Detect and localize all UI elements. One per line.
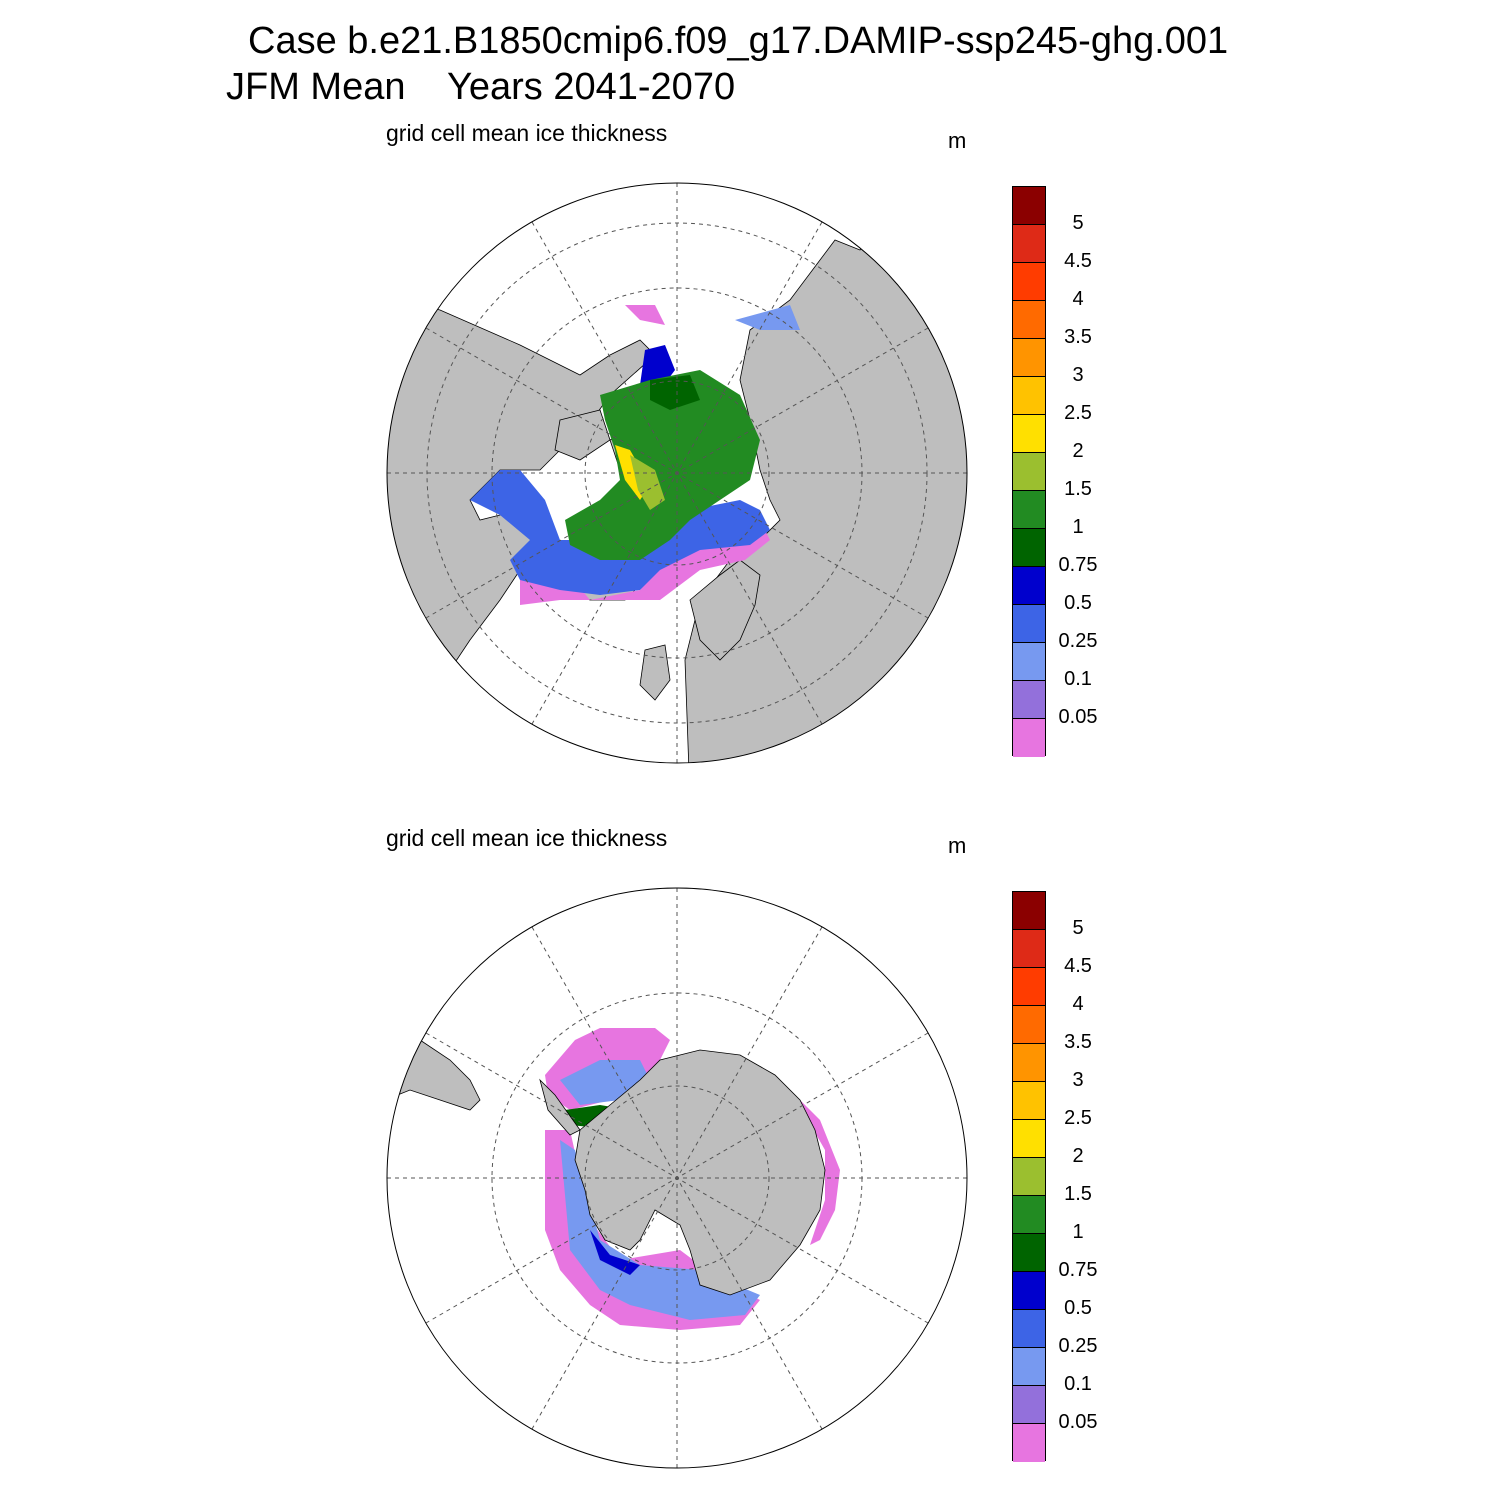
nh-colorbar-label: 4.5 [1064,250,1092,272]
nh-colorbar-box [1013,187,1045,225]
sh-colorbar-box [1013,1196,1045,1234]
nh-ice-thin-light-blue [735,305,800,330]
sh-colorbar-label: 3 [1072,1069,1084,1091]
sh-colorbar-label: 0.25 [1058,1335,1098,1357]
sh-colorbar-label: 2 [1072,1145,1084,1167]
nh-colorbar-box [1013,377,1045,415]
nh-colorbar-box [1013,681,1045,719]
sh-colorbar-label: 1 [1072,1221,1084,1243]
sh-colorbar-box [1013,1272,1045,1310]
sh-colorbar [1012,891,1046,1462]
nh-colorbar-label: 4 [1072,288,1084,310]
nh-colorbar-box [1013,263,1045,301]
nh-colorbar-label: 3 [1072,364,1084,386]
sh-units-label: m [948,833,967,858]
sh-ice-east-fringe [800,1100,840,1245]
sh-colorbar-label: 0.1 [1064,1373,1092,1395]
sh-colorbar-box [1013,1044,1045,1082]
sh-polar-map [386,887,968,1469]
nh-ice-darkgreen-band [650,375,700,410]
nh-colorbar-label: 0.1 [1064,668,1092,690]
sh-panel-title: grid cell mean ice thickness [386,825,668,851]
sh-colorbar-box [1013,1424,1045,1462]
nh-colorbar-label: 1 [1072,516,1084,538]
nh-colorbar-label: 3.5 [1064,326,1092,348]
nh-colorbar-label: 0.75 [1058,554,1098,576]
nh-colorbar-label: 1.5 [1064,478,1092,500]
nh-colorbar-box [1013,605,1045,643]
nh-ice-pink-okhotsk [625,305,665,325]
nh-colorbar [1012,186,1046,757]
nh-colorbar-box [1013,453,1045,491]
nh-polar-map [386,182,968,764]
sh-colorbar-box [1013,930,1045,968]
nh-colorbar-box [1013,301,1045,339]
nh-panel-title: grid cell mean ice thickness [386,120,668,146]
sh-colorbar-box [1013,968,1045,1006]
nh-colorbar-label: 0.25 [1058,630,1098,652]
nh-colorbar-label: 0.5 [1064,592,1092,614]
nh-colorbar-label: 2 [1072,440,1084,462]
nh-colorbar-label: 5 [1072,212,1084,234]
sh-colorbar-box [1013,1158,1045,1196]
sh-colorbar-box [1013,1310,1045,1348]
nh-colorbar-label: 0.05 [1058,706,1098,728]
sh-land-antarctica [574,1049,826,1296]
sh-colorbar-label: 5 [1072,917,1084,939]
sh-colorbar-box [1013,1348,1045,1386]
sh-colorbar-box [1013,1386,1045,1424]
sh-colorbar-box [1013,892,1045,930]
sh-colorbar-label: 4.5 [1064,955,1092,977]
sh-colorbar-box [1013,1234,1045,1272]
sh-colorbar-box [1013,1082,1045,1120]
sh-colorbar-label: 3.5 [1064,1031,1092,1053]
nh-colorbar-box [1013,415,1045,453]
nh-colorbar-box [1013,719,1045,757]
sh-colorbar-label: 0.75 [1058,1259,1098,1281]
sh-colorbar-label: 1.5 [1064,1183,1092,1205]
period-title: JFM Mean Years 2041-2070 [226,66,736,108]
nh-colorbar-box [1013,567,1045,605]
nh-colorbar-box [1013,225,1045,263]
nh-ice-greenish-edge [630,455,665,510]
sh-colorbar-box [1013,1006,1045,1044]
sh-colorbar-label: 4 [1072,993,1084,1015]
nh-land-europe [689,559,761,661]
nh-colorbar-box [1013,339,1045,377]
nh-colorbar-label: 2.5 [1064,402,1092,424]
sh-colorbar-label: 0.05 [1058,1411,1098,1433]
sh-colorbar-box [1013,1120,1045,1158]
sh-colorbar-label: 0.5 [1064,1297,1092,1319]
sh-colorbar-label: 2.5 [1064,1107,1092,1129]
nh-units-label: m [948,128,967,153]
case-title: Case b.e21.B1850cmip6.f09_g17.DAMIP-ssp2… [248,20,1229,62]
nh-colorbar-box [1013,643,1045,681]
nh-colorbar-box [1013,491,1045,529]
nh-colorbar-box [1013,529,1045,567]
